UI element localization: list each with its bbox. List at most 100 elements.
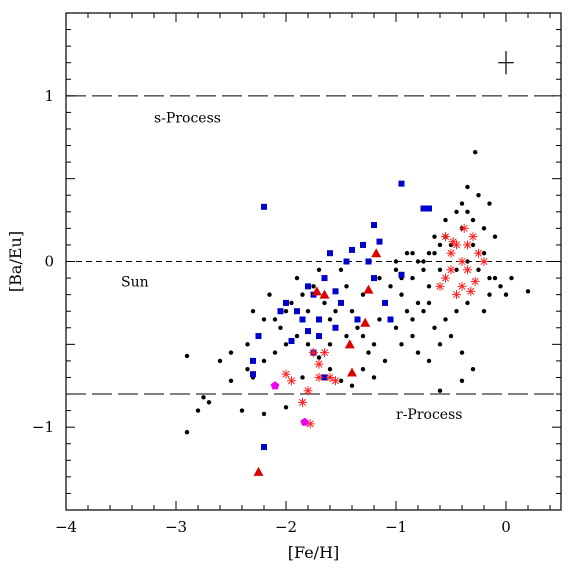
data-point-square: [327, 250, 333, 257]
data-point-circle: [261, 411, 267, 417]
data-point-circle: [432, 325, 437, 330]
data-point-asterisk: [457, 257, 467, 266]
data-point-square: [283, 299, 289, 306]
data-point-circle: [454, 209, 459, 214]
data-point-circle: [377, 317, 382, 322]
data-point-asterisk: [331, 376, 340, 386]
x-tick-label: −2: [275, 518, 297, 536]
data-point-triangle: [344, 339, 355, 349]
data-point-square: [255, 333, 262, 340]
data-point-circle: [366, 350, 371, 355]
data-point-circle: [410, 251, 415, 256]
data-point-circle: [377, 275, 382, 281]
data-point-asterisk: [463, 265, 472, 275]
data-point-asterisk: [298, 397, 307, 407]
data-point-circle: [476, 267, 481, 272]
data-point-triangle: [311, 286, 322, 296]
data-point-square: [316, 316, 322, 323]
data-point-circle: [404, 309, 410, 314]
data-point-circle: [382, 358, 388, 364]
data-point-circle: [283, 342, 289, 347]
data-point-circle: [278, 325, 283, 330]
data-point-square: [250, 357, 256, 364]
data-point-circle: [399, 292, 404, 297]
data-point-square: [398, 271, 405, 278]
data-point-circle: [316, 267, 322, 272]
data-point-circle: [300, 375, 305, 380]
data-point-circle: [432, 251, 437, 256]
data-point-circle: [360, 333, 366, 339]
data-point-circle: [393, 325, 399, 330]
data-point-asterisk: [459, 223, 469, 233]
data-point-square: [316, 333, 322, 340]
data-point-square: [338, 299, 344, 306]
data-point-circle: [426, 358, 432, 364]
data-point-circle: [470, 366, 476, 372]
data-point-circle: [459, 201, 465, 206]
data-point-circle: [305, 342, 311, 347]
data-point-square: [332, 288, 339, 295]
data-point-triangle: [253, 466, 264, 476]
y-axis-label: [Ba/Eu]: [6, 231, 25, 292]
data-point-asterisk: [479, 257, 489, 266]
data-point-circle: [261, 358, 267, 364]
data-point-asterisk: [474, 248, 483, 258]
x-axis-label: [Fe/H]: [288, 543, 340, 562]
data-point-pentagon: [270, 381, 280, 390]
data-point-circle: [481, 309, 487, 314]
data-point-circle: [465, 259, 470, 264]
data-point-circle: [322, 300, 327, 306]
data-point-circle: [481, 251, 487, 256]
data-point-circle: [349, 383, 355, 388]
data-point-asterisk: [446, 265, 456, 275]
data-point-circle: [184, 353, 190, 359]
data-point-circle: [454, 267, 459, 272]
data-point-asterisk: [314, 372, 324, 382]
data-point-circle: [421, 267, 426, 272]
data-point-circle: [239, 408, 245, 413]
data-point-circle: [415, 300, 421, 306]
data-point-asterisk: [441, 273, 450, 283]
data-point-circle: [311, 284, 316, 289]
data-point-circle: [228, 350, 234, 355]
data-point-square: [305, 283, 311, 290]
data-point-square: [250, 371, 256, 378]
data-point-circle: [465, 184, 470, 190]
data-point-circle: [503, 292, 509, 297]
data-point-square: [321, 374, 328, 381]
data-point-circle: [498, 284, 503, 289]
data-point-circle: [443, 217, 448, 223]
data-point-square: [332, 324, 339, 331]
x-tick-label: 0: [501, 518, 511, 536]
data-point-circle: [294, 333, 300, 339]
data-point-triangle: [360, 317, 371, 327]
x-tick-label: −4: [55, 518, 77, 536]
data-point-square: [426, 205, 432, 212]
data-point-circle: [459, 378, 465, 383]
data-point-asterisk: [457, 281, 467, 291]
data-point-square: [294, 308, 300, 315]
y-tick-label: 1: [44, 87, 54, 105]
data-point-circle: [437, 242, 443, 248]
y-tick-label: −1: [32, 418, 54, 436]
data-point-circle: [195, 408, 201, 413]
axis-ticks: [65, 12, 561, 511]
data-point-circle: [415, 259, 421, 264]
data-point-pentagon: [300, 417, 309, 426]
data-point-circle: [492, 234, 498, 239]
data-point-square: [305, 328, 311, 335]
data-point-circle: [393, 267, 399, 272]
data-point-circle: [327, 317, 333, 322]
data-point-circle: [481, 226, 487, 231]
data-point-circle: [201, 395, 206, 400]
data-point-circle: [487, 292, 492, 297]
data-point-asterisk: [287, 376, 296, 386]
data-point-circle: [473, 149, 478, 155]
data-point-circle: [443, 317, 448, 322]
data-point-circle: [283, 405, 289, 410]
y-tick-label: 0: [44, 253, 54, 271]
data-point-triangle: [363, 284, 374, 294]
data-point-asterisk: [325, 372, 335, 382]
data-point-circle: [344, 333, 349, 339]
